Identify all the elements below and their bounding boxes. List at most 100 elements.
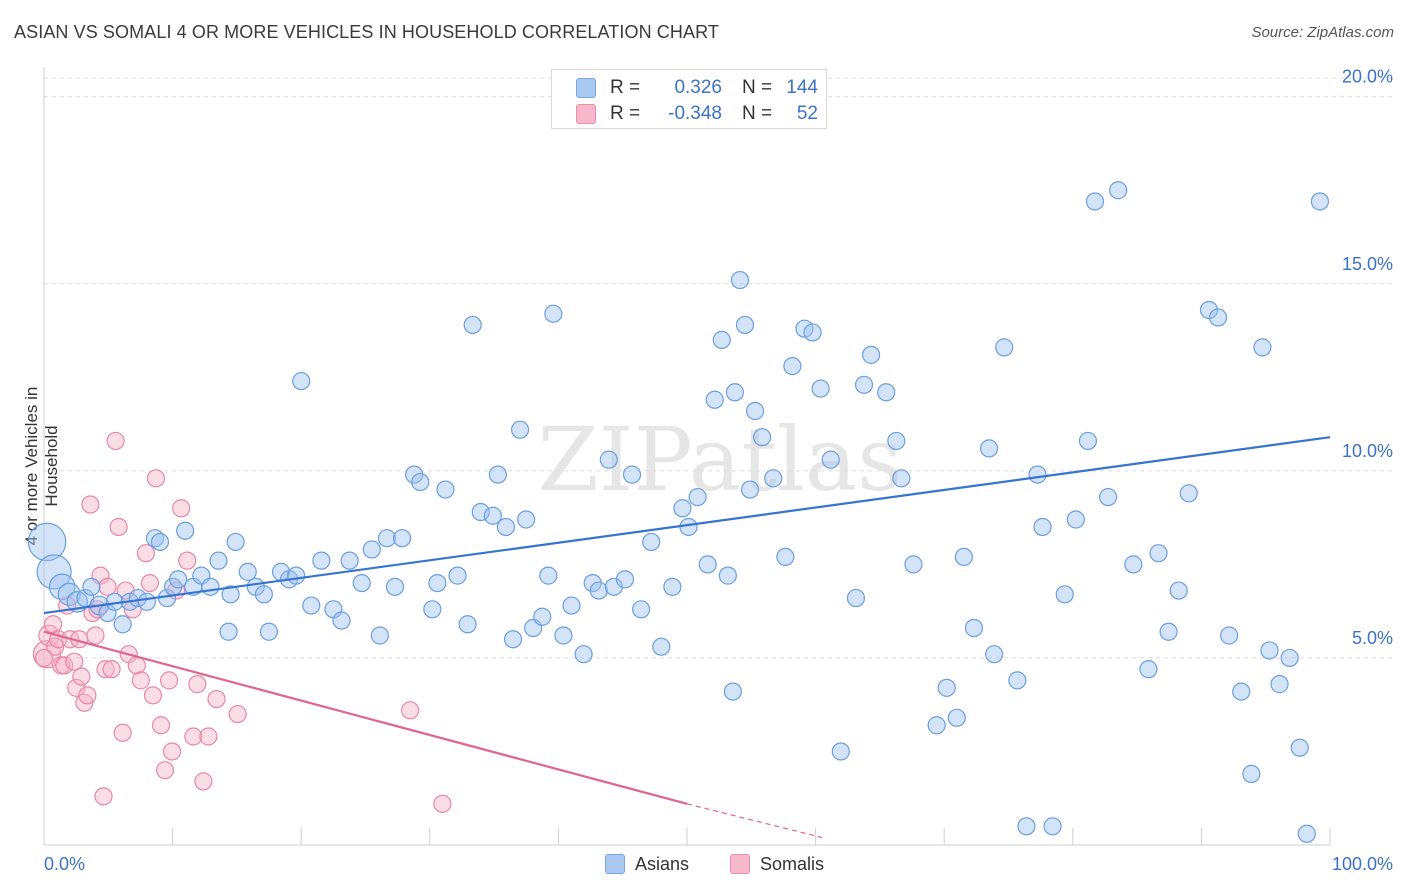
- somali-point: [102, 660, 121, 679]
- asian-point: [1149, 544, 1168, 563]
- somali-point: [98, 577, 117, 596]
- somali-point: [94, 787, 113, 806]
- asian-point: [632, 600, 651, 619]
- asian-point: [688, 487, 707, 507]
- asian-point: [1078, 431, 1098, 451]
- asian-point: [1208, 308, 1228, 327]
- somali-point: [136, 544, 155, 563]
- somali-point: [188, 675, 207, 694]
- asian-point: [1310, 192, 1330, 211]
- legend-r-label: R =: [610, 77, 641, 98]
- asian-point: [615, 570, 635, 589]
- asian-point: [705, 390, 724, 409]
- legend-n-label: N =: [742, 103, 773, 124]
- asian-point: [533, 607, 552, 626]
- asian-point: [517, 510, 536, 529]
- asian-point: [947, 708, 966, 727]
- somali-point: [34, 648, 54, 668]
- y-tick-label: 20.0%: [1342, 67, 1393, 87]
- legend-n-label: N =: [742, 77, 773, 98]
- somali-point: [113, 723, 132, 742]
- asian-point: [730, 270, 750, 290]
- asian-point: [554, 626, 573, 645]
- source-label: Source: ZipAtlas.com: [1251, 24, 1394, 41]
- legend-r-label: R =: [610, 103, 641, 124]
- asian-point: [1043, 817, 1062, 836]
- asian-point: [583, 573, 602, 593]
- asian-point: [1085, 192, 1105, 211]
- asian-point: [405, 465, 424, 484]
- asian-point: [169, 570, 188, 589]
- bottom-legend-swatch-somalis: [730, 854, 750, 874]
- asian-point: [1109, 181, 1128, 200]
- asian-point: [854, 375, 874, 394]
- somali-point: [159, 671, 179, 690]
- asian-point: [811, 379, 830, 398]
- asian-point: [1297, 824, 1316, 843]
- somali-point: [194, 772, 213, 791]
- somali-trend-line: [43, 630, 688, 805]
- asian-point: [1270, 675, 1289, 694]
- asian-point: [995, 338, 1014, 357]
- asian-point: [622, 465, 642, 484]
- asian-point: [1066, 510, 1085, 529]
- x-tick-label: 0.0%: [44, 854, 85, 874]
- asian-point: [312, 551, 331, 570]
- asian-point: [673, 499, 692, 518]
- somali-point: [106, 431, 125, 451]
- asian-point: [385, 577, 405, 596]
- asian-point: [1253, 338, 1272, 357]
- asian-point: [877, 383, 896, 402]
- somali-point: [433, 794, 452, 813]
- asian-point: [1220, 626, 1239, 645]
- asian-point: [831, 742, 850, 761]
- asian-point: [287, 566, 306, 585]
- somali-point: [86, 626, 105, 645]
- asian-point: [392, 529, 412, 548]
- asian-point: [448, 566, 467, 585]
- y-tick-label: 10.0%: [1342, 441, 1393, 461]
- somali-point: [146, 469, 166, 488]
- asian-point: [254, 585, 273, 604]
- asian-point: [979, 439, 999, 458]
- asian-point: [48, 573, 76, 601]
- asian-point: [954, 547, 973, 567]
- legend-r-value: -0.348: [668, 103, 722, 124]
- asian-point: [604, 577, 623, 596]
- asian-point: [985, 645, 1004, 664]
- asian-point: [1290, 738, 1309, 757]
- asian-point: [1280, 648, 1299, 668]
- asian-point: [340, 551, 359, 570]
- somali-point: [67, 678, 86, 697]
- bottom-legend-asians: Asians: [605, 851, 689, 877]
- somali-point: [207, 689, 226, 709]
- legend-n-value: 52: [796, 103, 818, 124]
- asian-point: [496, 517, 516, 537]
- asian-point: [740, 480, 760, 499]
- asian-point: [377, 529, 397, 548]
- asian-point: [219, 622, 238, 641]
- asian-point: [1033, 517, 1052, 537]
- asian-point: [589, 581, 608, 600]
- bottom-legend-somalis: Somalis: [730, 851, 824, 877]
- asian-point: [370, 626, 389, 645]
- asian-point: [411, 472, 430, 492]
- bottom-legend-label-asians: Asians: [635, 853, 690, 874]
- asian-point: [82, 577, 101, 596]
- asian-point: [1017, 817, 1036, 836]
- asian-point: [27, 522, 67, 562]
- legend-row-somalis: R = -0.348 N = 52: [576, 102, 818, 126]
- asian-point: [113, 615, 132, 634]
- asian-point: [937, 678, 956, 697]
- legend-n-value: 144: [786, 77, 818, 98]
- asian-point: [1159, 622, 1178, 641]
- somali-point: [78, 686, 97, 705]
- asian-point: [544, 304, 563, 323]
- somali-trend-line-extension: [686, 803, 823, 839]
- asian-point: [201, 577, 220, 596]
- asian-point: [698, 555, 717, 574]
- asian-point: [764, 469, 783, 488]
- legend-swatch-asians: [576, 78, 596, 98]
- asian-point: [1124, 555, 1143, 574]
- somali-point: [228, 704, 247, 724]
